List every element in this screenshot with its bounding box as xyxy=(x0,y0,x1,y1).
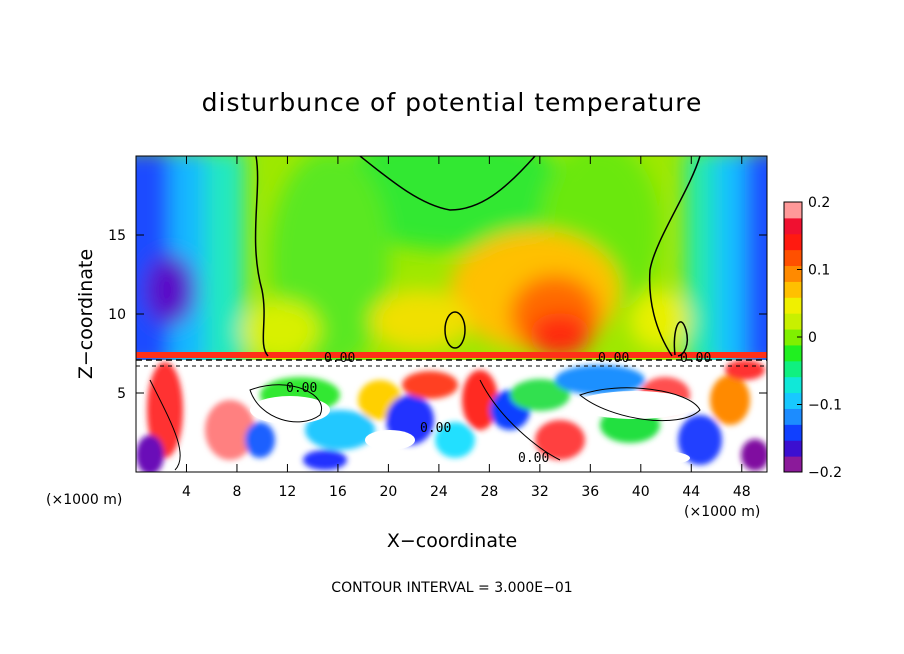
colorbar-swatch xyxy=(784,408,802,425)
y-tick-label: 5 xyxy=(117,386,126,402)
x-tick-label: 40 xyxy=(632,484,650,500)
colorbar-swatch xyxy=(784,265,802,282)
colorbar-tick-label: 0.2 xyxy=(808,195,830,211)
colorbar-swatch xyxy=(784,360,802,378)
x-unit-right: (×1000 m) xyxy=(684,504,760,520)
heatmap-field: 0.00 0.00 0.00 0.00 0.00 0.00 xyxy=(136,156,767,472)
x-axis-ticks: 4 8 12 16 20 24 28 32 36 40 44 48 xyxy=(182,156,751,500)
colorbar-swatch xyxy=(784,376,802,394)
chart-title: disturbunce of potential temperature xyxy=(202,88,703,117)
x-tick-label: 36 xyxy=(581,484,599,500)
x-tick-label: 16 xyxy=(329,484,347,500)
colorbar-swatch xyxy=(784,249,802,267)
contour-label: 0.00 xyxy=(324,351,355,366)
y-axis-label: Z−coordinate xyxy=(75,249,97,379)
colorbar-swatch xyxy=(784,440,802,457)
colorbar-swatch xyxy=(784,456,802,473)
contour-label: 0.00 xyxy=(286,381,317,396)
x-tick-label: 32 xyxy=(531,484,549,500)
colorbar-tick-label: 0.1 xyxy=(808,263,830,279)
x-tick-label: 12 xyxy=(279,484,297,500)
colorbar-swatch xyxy=(784,281,802,298)
colorbar-swatch xyxy=(784,233,802,251)
colorbar-swatch xyxy=(784,424,802,441)
x-tick-label: 48 xyxy=(733,484,751,500)
colorbar-swatch xyxy=(784,329,802,346)
contour-label: 0.00 xyxy=(598,351,629,366)
colorbar-swatch xyxy=(784,217,802,235)
contour-interval-note: CONTOUR INTERVAL = 3.000E−01 xyxy=(331,580,572,596)
x-tick-label: 44 xyxy=(682,484,700,500)
colorbar-swatch xyxy=(784,202,802,219)
colorbar-swatch xyxy=(784,392,802,409)
colorbar xyxy=(784,202,802,473)
x-tick-label: 8 xyxy=(232,484,241,500)
colorbar-swatch xyxy=(784,344,802,362)
x-tick-label: 28 xyxy=(480,484,498,500)
colorbar-tick-label: −0.2 xyxy=(808,465,842,481)
colorbar-swatch xyxy=(784,313,802,330)
colorbar-tick-label: 0 xyxy=(808,330,817,346)
y-axis-ticks: 5 10 15 xyxy=(108,228,767,402)
x-tick-label: 20 xyxy=(379,484,397,500)
x-unit-left: (×1000 m) xyxy=(46,492,122,508)
contour-label: 0.00 xyxy=(680,351,711,366)
colorbar-tick-label: −0.1 xyxy=(808,398,842,414)
colorbar-ticks: 0.2 0.1 0 −0.1 −0.2 xyxy=(797,195,842,481)
y-tick-label: 10 xyxy=(108,307,126,323)
x-axis-label: X−coordinate xyxy=(387,530,517,552)
x-tick-label: 24 xyxy=(430,484,448,500)
x-tick-label: 4 xyxy=(182,484,191,500)
contour-label: 0.00 xyxy=(420,421,451,436)
colorbar-swatch xyxy=(784,297,802,314)
contour-label: 0.00 xyxy=(518,451,549,466)
y-tick-label: 15 xyxy=(108,228,126,244)
